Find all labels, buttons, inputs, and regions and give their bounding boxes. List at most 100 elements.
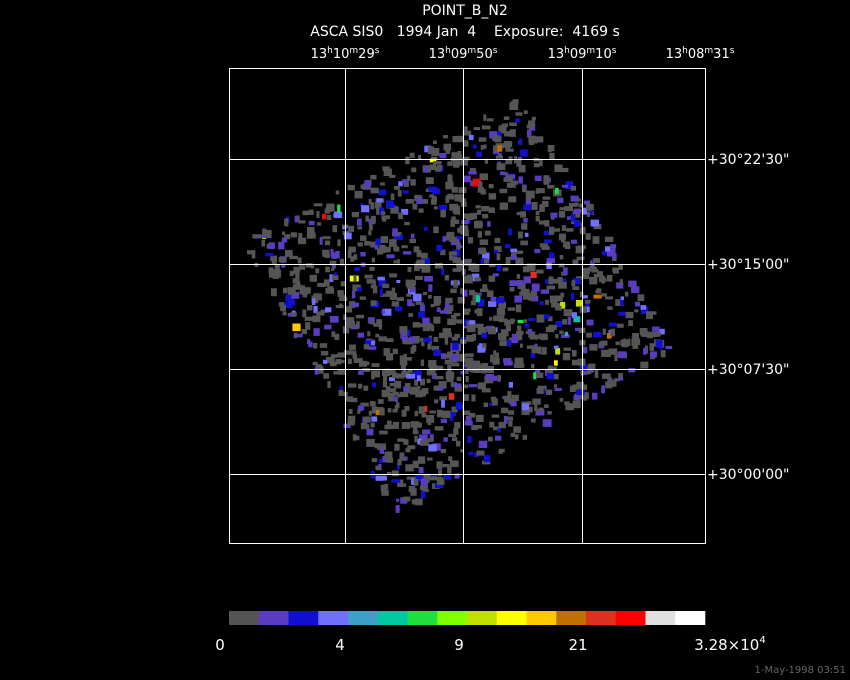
pixel-blob xyxy=(362,368,371,372)
pixel-blob xyxy=(562,184,568,188)
pixel-blob xyxy=(420,359,425,366)
pixel-blob xyxy=(344,396,354,402)
pixel-blob xyxy=(503,177,510,182)
pixel-blob xyxy=(459,353,466,362)
pixel-blob xyxy=(449,415,454,422)
pixel-blob xyxy=(508,420,513,427)
pixel-blob xyxy=(630,286,640,294)
pixel-blob xyxy=(444,353,454,359)
pixel-blob xyxy=(326,203,335,212)
pixel-blob xyxy=(334,272,338,276)
pixel-blob xyxy=(571,312,577,318)
pixel-blob xyxy=(462,289,468,297)
subtitle: ASCA SIS0 1994 Jan 4 Exposure: 4169 s xyxy=(310,24,620,40)
ra-label: 13h09m10s xyxy=(548,46,617,62)
pixel-blob xyxy=(606,333,612,339)
pixel-blob xyxy=(606,274,613,282)
pixel-blob xyxy=(469,289,475,296)
pixel-blob xyxy=(442,328,452,334)
pixel-blob xyxy=(451,336,459,341)
pixel-blob xyxy=(584,200,590,205)
pixel-blob xyxy=(312,315,321,323)
pixel-blob xyxy=(445,297,453,304)
pixel-blob xyxy=(499,202,508,210)
pixel-blob xyxy=(592,236,600,244)
pixel-blob xyxy=(289,255,298,260)
pixel-blob xyxy=(519,261,524,266)
pixel-blob xyxy=(355,435,360,441)
pixel-blob xyxy=(340,281,346,287)
pixel-blob xyxy=(389,292,397,300)
pixel-blob xyxy=(570,214,576,222)
pixel-blob xyxy=(452,342,459,351)
colorbar-label: 9 xyxy=(454,636,464,654)
pixel-blob xyxy=(482,460,491,465)
pixel-blob xyxy=(456,263,464,271)
pixel-blob xyxy=(411,167,417,173)
pixel-blob xyxy=(401,179,409,185)
pixel-blob xyxy=(467,237,474,244)
pixel-blob xyxy=(465,415,472,423)
pixel-blob xyxy=(430,304,435,308)
pixel-blob xyxy=(501,123,508,128)
pixel-blob xyxy=(601,293,607,297)
pixel-blob xyxy=(356,287,362,292)
colorbar-swatch xyxy=(586,611,617,625)
pixel-blob xyxy=(318,366,324,374)
pixel-blob xyxy=(655,339,663,348)
pixel-blob xyxy=(380,293,386,297)
pixel-blob xyxy=(481,362,488,370)
pixel-blob xyxy=(434,303,439,307)
pixel-blob xyxy=(302,210,308,216)
pixel-blob xyxy=(354,267,360,272)
pixel-blob xyxy=(497,145,503,152)
pixel-blob xyxy=(535,215,540,222)
pixel-blob xyxy=(393,244,398,252)
pixel-blob xyxy=(436,244,443,252)
pixel-blob xyxy=(536,314,545,323)
pixel-blob xyxy=(320,309,327,314)
pixel-blob xyxy=(550,212,558,218)
pixel-blob xyxy=(367,331,371,337)
pixel-blob xyxy=(478,440,488,448)
pixel-blob xyxy=(392,391,399,396)
pixel-blob xyxy=(389,273,397,278)
pixel-blob xyxy=(560,167,569,173)
pixel-blob xyxy=(551,299,558,308)
pixel-blob xyxy=(338,389,344,396)
pixel-blob xyxy=(474,277,481,282)
pixel-blob xyxy=(572,259,579,265)
pixel-blob xyxy=(612,267,619,274)
pixel-blob xyxy=(316,211,320,218)
pixel-blob xyxy=(624,291,629,297)
pixel-blob xyxy=(524,323,530,328)
pixel-blob xyxy=(566,216,571,220)
pixel-blob xyxy=(305,322,311,330)
pixel-blob xyxy=(450,219,455,227)
pixel-blob xyxy=(505,148,514,152)
pixel-blob xyxy=(499,188,508,194)
pixel-blob xyxy=(413,479,419,486)
pixel-blob xyxy=(452,205,460,214)
pixel-blob xyxy=(588,363,596,369)
pixel-blob xyxy=(554,295,563,302)
ra-value: 13 xyxy=(548,47,565,62)
pixel-blob xyxy=(433,336,439,343)
pixel-blob xyxy=(475,295,480,303)
colorbar-value: 21 xyxy=(568,636,587,654)
pixel-blob xyxy=(454,194,463,202)
pixel-blob xyxy=(520,240,528,246)
pixel-blob xyxy=(481,125,491,130)
pixel-blob xyxy=(418,467,424,474)
pixel-blob xyxy=(335,305,344,309)
pixel-blob xyxy=(342,326,350,334)
pixel-blob xyxy=(403,251,412,255)
ra-unit: m xyxy=(467,46,476,56)
pixel-blob xyxy=(322,236,331,240)
pixel-blob xyxy=(438,204,447,210)
dec-label: +30°15'00" xyxy=(707,257,789,273)
pixel-blob xyxy=(555,334,559,339)
pixel-blob xyxy=(480,258,488,265)
pixel-blob xyxy=(559,207,565,211)
pixel-blob xyxy=(478,299,485,307)
